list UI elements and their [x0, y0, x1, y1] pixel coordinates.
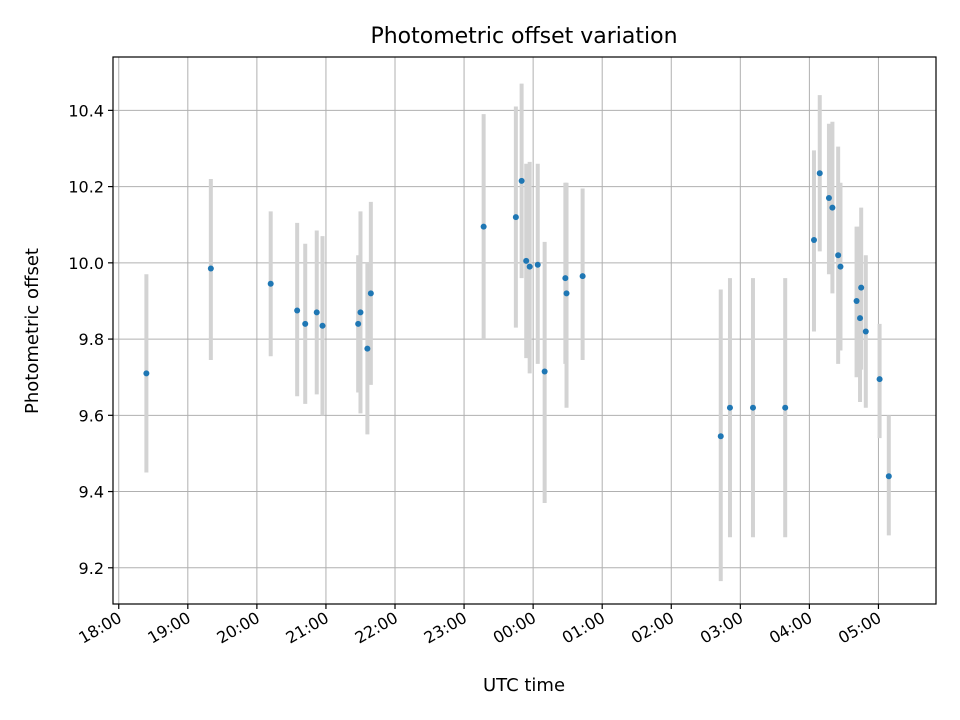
- data-point: [367, 290, 374, 297]
- data-point: [313, 309, 320, 316]
- data-point: [862, 328, 869, 335]
- data-point: [526, 263, 533, 270]
- data-point: [207, 265, 214, 272]
- point-layer: [143, 170, 892, 480]
- x-tick-label: 20:00: [213, 608, 262, 648]
- x-tick-label: 03:00: [697, 608, 746, 648]
- chart-title: Photometric offset variation: [370, 24, 677, 49]
- y-tick-label: 10.2: [68, 178, 104, 197]
- data-point: [518, 177, 525, 184]
- x-tick-label: 22:00: [352, 608, 401, 648]
- data-point: [302, 320, 309, 327]
- data-point: [837, 263, 844, 270]
- data-point: [726, 404, 733, 411]
- data-point: [534, 261, 541, 268]
- data-point: [749, 404, 756, 411]
- data-point: [858, 284, 865, 291]
- data-point: [825, 195, 832, 202]
- data-point: [364, 345, 371, 352]
- data-point: [143, 370, 150, 377]
- y-tick-label: 9.4: [79, 483, 104, 502]
- data-point: [512, 214, 519, 221]
- data-point: [294, 307, 301, 314]
- errorbar-layer: [144, 83, 891, 582]
- data-point: [876, 376, 883, 383]
- x-axis-label: UTC time: [483, 675, 565, 696]
- data-point: [835, 252, 842, 259]
- y-tick-label: 9.8: [79, 330, 104, 349]
- data-point: [541, 368, 548, 375]
- data-point: [562, 275, 569, 282]
- data-point: [480, 223, 487, 230]
- plot-frame: [112, 56, 937, 605]
- x-tick-label: 19:00: [144, 608, 193, 648]
- y-axis-label: Photometric offset: [22, 248, 43, 414]
- data-point: [810, 236, 817, 243]
- data-point: [523, 257, 530, 264]
- x-tick-label: 23:00: [421, 608, 470, 648]
- data-point: [885, 473, 892, 480]
- x-tick-label: 01:00: [559, 608, 608, 648]
- y-tick-label: 10.0: [68, 254, 104, 273]
- x-tick-label: 04:00: [766, 608, 815, 648]
- data-point: [563, 290, 570, 297]
- data-point: [816, 170, 823, 177]
- y-tick-label: 9.6: [79, 406, 104, 425]
- x-tick-label: 02:00: [628, 608, 677, 648]
- data-point: [319, 322, 326, 329]
- y-tick-label: 9.2: [79, 559, 104, 578]
- data-point: [782, 404, 789, 411]
- x-tick-label: 05:00: [835, 608, 884, 648]
- x-tick-label: 00:00: [490, 608, 539, 648]
- tick-layer: 18:00 19:00 20:00 21:00 22:00 23:00 00:00 01:00…: [68, 101, 884, 647]
- data-point: [357, 309, 364, 316]
- x-tick-label: 21:00: [283, 608, 332, 648]
- data-point: [857, 315, 864, 322]
- data-point: [355, 320, 362, 327]
- x-tick-label: 18:00: [75, 608, 124, 648]
- data-point: [267, 280, 274, 287]
- data-point: [717, 433, 724, 440]
- data-point: [853, 297, 860, 304]
- y-tick-label: 10.4: [68, 101, 104, 120]
- data-point: [829, 204, 836, 211]
- data-point: [579, 273, 586, 280]
